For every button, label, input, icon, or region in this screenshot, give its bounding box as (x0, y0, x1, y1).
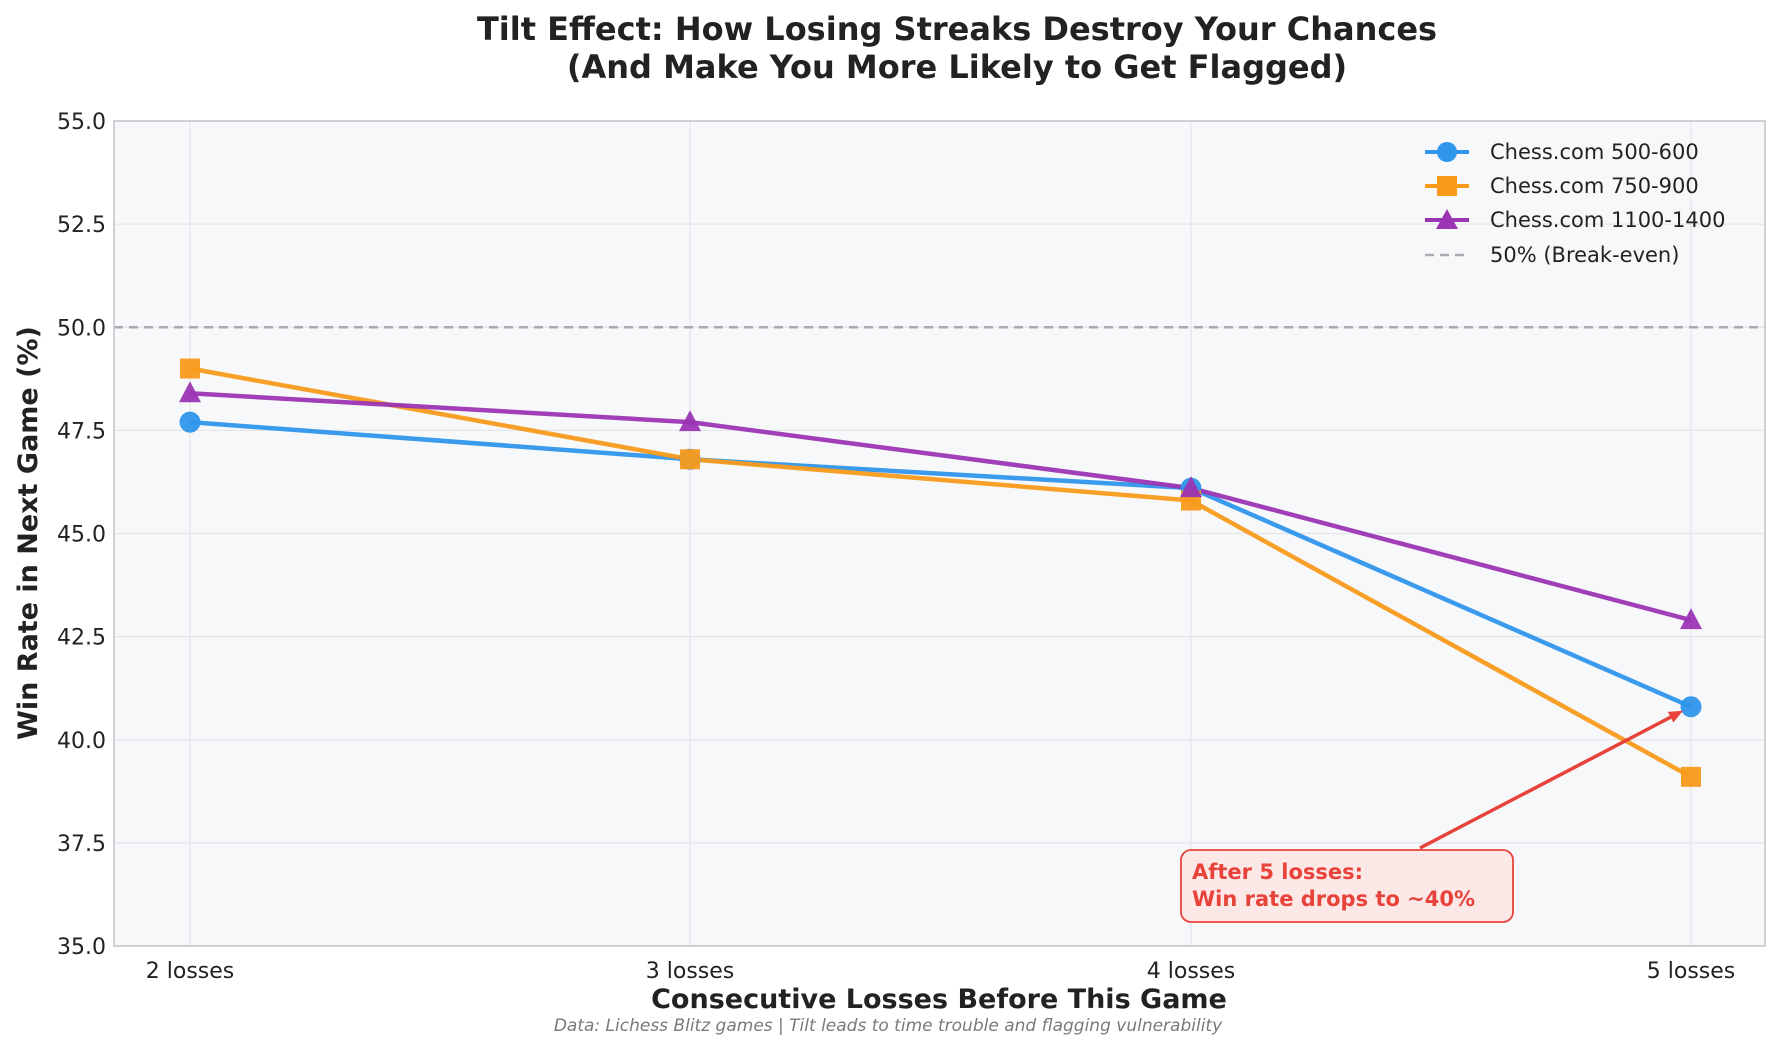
annotation-arrow (1419, 715, 1672, 850)
series-3-point-4 (1680, 608, 1702, 630)
y-tick-label-0: 35.0 (57, 935, 106, 960)
series-2-point-1 (180, 358, 200, 379)
series-group (179, 358, 1702, 787)
chart-title-line-2: (And Make You More Likely to Get Flagged… (567, 48, 1347, 86)
x-axis-label: Consecutive Losses Before This Game (651, 984, 1227, 1015)
data-source-caption: Data: Lichess Blitz games | Tilt leads t… (554, 1016, 1223, 1036)
series-line-2 (189, 366, 1693, 779)
annotation-text-line-2: Win rate drops to ~40% (1192, 887, 1475, 911)
series-1-point-4 (1680, 696, 1702, 718)
legend-label-series-1: Chess.com 500-600 (1490, 140, 1699, 164)
chart-title-line-1: Tilt Effect: How Losing Streaks Destroy … (477, 10, 1437, 48)
annotation-group: After 5 losses: Win rate drops to ~40% (1180, 710, 1683, 923)
x-tick-label-0: 2 losses (146, 959, 234, 984)
y-tick-label-1: 37.5 (57, 832, 106, 857)
legend: Chess.com 500-600 Chess.com 750-900 Ches… (1425, 140, 1725, 267)
series-2-point-2 (680, 449, 700, 470)
annotation-arrow-head (1667, 710, 1683, 723)
y-tick-label-6: 50.0 (57, 316, 106, 341)
series-line-3 (189, 391, 1692, 623)
annotation-box (1180, 849, 1514, 923)
y-axis-label: Win Rate in Next Game (%) (13, 326, 44, 740)
y-tick-label-7: 52.5 (57, 213, 106, 238)
x-tick-label-1: 3 losses (646, 959, 734, 984)
legend-marker-triangle (1436, 209, 1458, 229)
y-tick-label-8: 55.0 (57, 110, 106, 135)
y-tick-label-5: 47.5 (57, 419, 106, 444)
plot-frame (113, 120, 1766, 947)
series-line-1 (189, 419, 1692, 709)
x-tick-label-3: 5 losses (1647, 959, 1735, 984)
y-tick-label-4: 45.0 (57, 523, 106, 548)
series-3-point-3 (1180, 476, 1202, 498)
series-3-point-1 (179, 381, 201, 403)
legend-label-reference: 50% (Break-even) (1490, 243, 1679, 267)
legend-marker-circle (1437, 142, 1457, 162)
series-1-point-1 (179, 411, 201, 433)
x-tick-label-2: 4 losses (1147, 959, 1235, 984)
tick-labels: 35.0 37.5 40.0 42.5 45.0 47.5 50.0 52.5 55.0 2 lo… (57, 110, 1735, 984)
y-tick-label-2: 40.0 (57, 729, 106, 754)
series-3-point-2 (679, 410, 701, 432)
legend-marker-square (1437, 176, 1457, 196)
annotation-text-line-1: After 5 losses: (1192, 860, 1363, 884)
y-tick-label-3: 42.5 (57, 626, 106, 651)
series-2-point-4 (1681, 766, 1701, 787)
legend-label-series-2: Chess.com 750-900 (1490, 174, 1699, 198)
legend-label-series-3: Chess.com 1100-1400 (1490, 208, 1725, 232)
